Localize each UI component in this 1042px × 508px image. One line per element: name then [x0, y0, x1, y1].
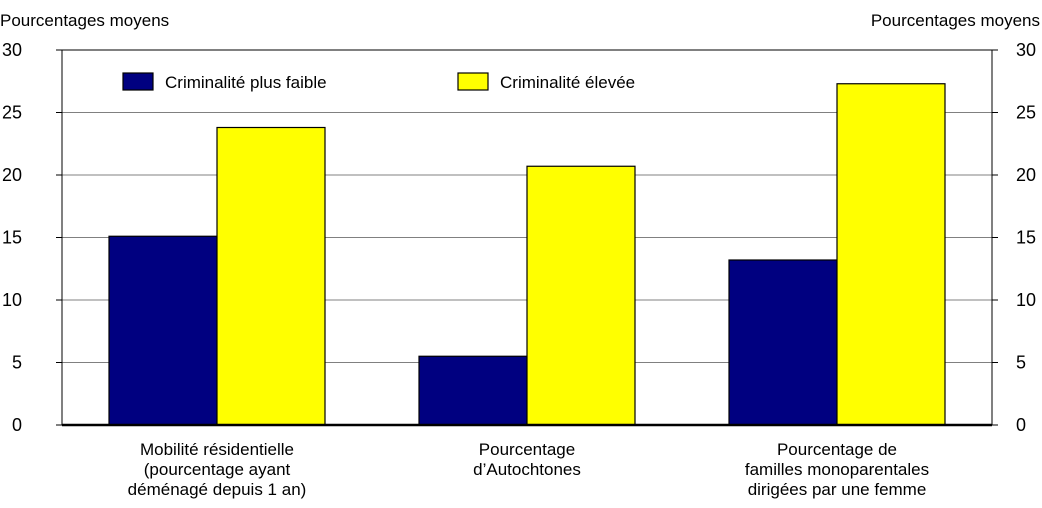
- x-category-label: Mobilité résidentielle: [140, 440, 294, 459]
- bar-low-1: [108, 235, 218, 426]
- y-tick-label-left: 30: [2, 40, 22, 60]
- bar-high-2: [526, 165, 636, 426]
- y-tick-label-right: 20: [1016, 165, 1036, 185]
- legend-label-1: Criminalité plus faible: [165, 73, 327, 92]
- bar-low-2: [418, 355, 528, 426]
- x-category-label: d’Autochtones: [473, 460, 581, 479]
- y-tick-label-right: 10: [1016, 290, 1036, 310]
- x-category-label: déménagé depuis 1 an): [128, 480, 307, 499]
- axis-layer: 0 0 5 5 10 10 15 15 20 20 25 25 30 30 Mobilité résiden…: [2, 40, 1036, 499]
- x-category-label: Pourcentage de: [777, 440, 897, 459]
- y-tick-label-right: 25: [1016, 103, 1036, 123]
- y-tick-label-left: 25: [2, 103, 22, 123]
- bar-low-3: [728, 259, 838, 426]
- y-tick-label-left: 0: [12, 415, 22, 435]
- legend: Criminalité plus faible Criminalité élevé…: [122, 72, 635, 92]
- bar-layer: [108, 83, 946, 426]
- y-tick-label-left: 5: [12, 353, 22, 373]
- y-tick-label-right: 5: [1016, 353, 1026, 373]
- x-category-label: Pourcentage: [479, 440, 575, 459]
- x-category-label: familles monoparentales: [745, 460, 929, 479]
- bar-high-1: [216, 126, 326, 426]
- y-tick-label-right: 15: [1016, 228, 1036, 248]
- legend-label-2: Criminalité élevée: [500, 73, 635, 92]
- bar-high-3: [836, 83, 946, 426]
- y-tick-label-right: 0: [1016, 415, 1026, 435]
- y-tick-label-right: 30: [1016, 40, 1036, 60]
- y-axis-label-right: Pourcentages moyens: [871, 11, 1040, 30]
- x-category-label: dirigées par une femme: [748, 480, 927, 499]
- legend-swatch-1: [122, 72, 154, 91]
- y-axis-label-left: Pourcentages moyens: [0, 11, 169, 30]
- y-tick-label-left: 10: [2, 290, 22, 310]
- y-tick-label-left: 15: [2, 228, 22, 248]
- x-category-label: (pourcentage ayant: [144, 460, 291, 479]
- y-tick-label-left: 20: [2, 165, 22, 185]
- legend-swatch-2: [457, 72, 489, 91]
